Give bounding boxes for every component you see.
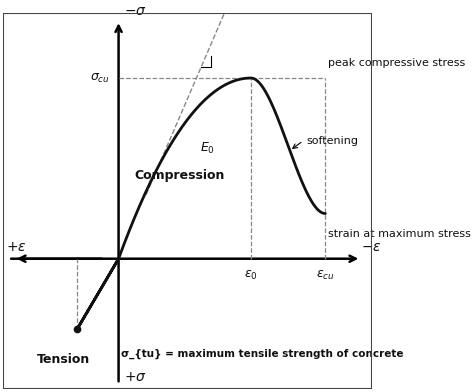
Text: $+\varepsilon$: $+\varepsilon$ (6, 240, 26, 254)
Text: $\sigma_{cu}$: $\sigma_{cu}$ (91, 71, 110, 85)
Text: softening: softening (306, 136, 358, 146)
Text: $+\sigma$: $+\sigma$ (124, 370, 147, 384)
Text: σ_{tu} = maximum tensile strength of concrete: σ_{tu} = maximum tensile strength of con… (121, 349, 404, 359)
Text: $\varepsilon_0$: $\varepsilon_0$ (244, 269, 258, 282)
Text: Compression: Compression (134, 169, 224, 182)
Text: $\varepsilon_{cu}$: $\varepsilon_{cu}$ (316, 269, 335, 282)
Text: $E_0$: $E_0$ (200, 141, 215, 156)
Text: Tension: Tension (37, 353, 90, 366)
Text: strain at maximum stress: strain at maximum stress (328, 229, 471, 239)
Text: peak compressive stress: peak compressive stress (328, 58, 465, 68)
Text: $-\varepsilon$: $-\varepsilon$ (361, 240, 382, 254)
Text: $-\sigma$: $-\sigma$ (124, 4, 147, 18)
